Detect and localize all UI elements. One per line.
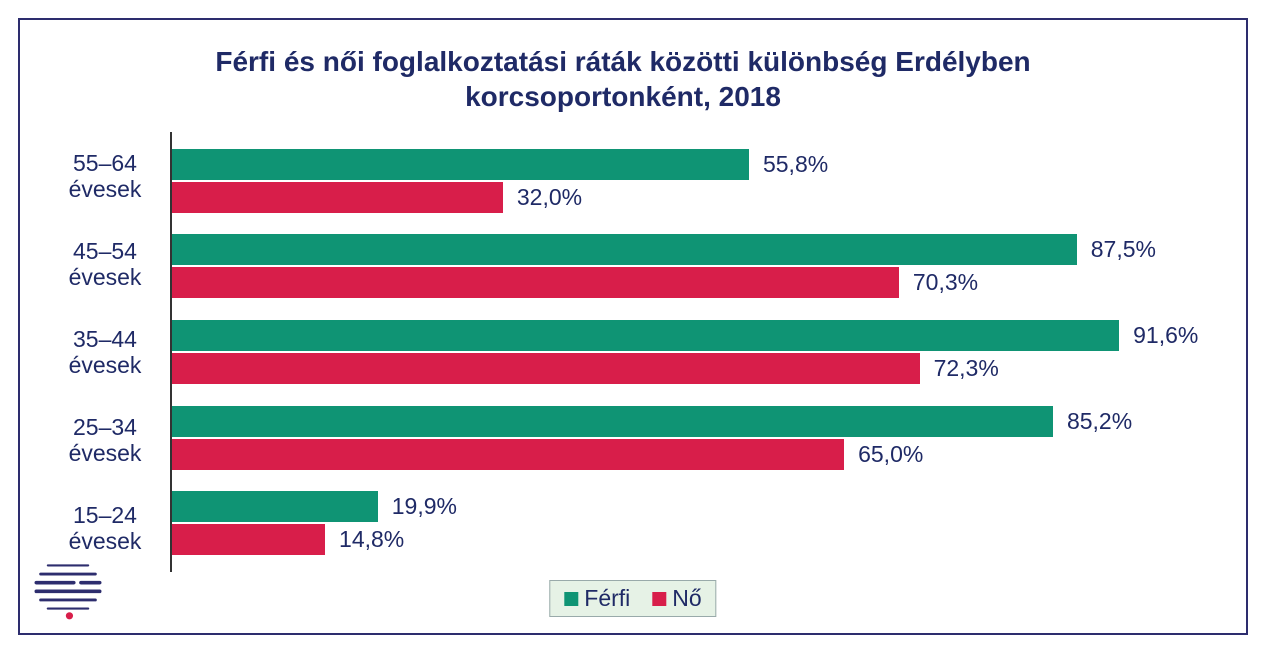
bar-value-label: 72,3% — [934, 355, 999, 382]
ylabel-text: évesek — [69, 176, 142, 202]
bar-row: 72,3% — [172, 353, 1206, 384]
legend-label-male: Férfi — [584, 585, 630, 612]
logo-icon — [30, 551, 106, 623]
bar — [172, 439, 844, 470]
bar-row: 85,2% — [172, 406, 1206, 437]
bar — [172, 491, 378, 522]
legend: Férfi Nő — [549, 580, 716, 617]
bar — [172, 182, 503, 213]
legend-swatch-male — [564, 592, 578, 606]
y-axis-labels: 55–64 évesek 45–54 évesek 35–44 évesek 2… — [50, 132, 170, 572]
bar-group: 85,2% 65,0% — [172, 406, 1206, 470]
bar-row: 32,0% — [172, 182, 1206, 213]
bar-value-label: 65,0% — [858, 441, 923, 468]
bar — [172, 353, 920, 384]
bar — [172, 406, 1053, 437]
ylabel-25-34: 25–34 évesek — [50, 414, 160, 467]
bar-row: 91,6% — [172, 320, 1206, 351]
bar-value-label: 19,9% — [392, 493, 457, 520]
ylabel-text: 35–44 — [73, 326, 137, 352]
bar-row: 19,9% — [172, 491, 1206, 522]
bar-row: 55,8% — [172, 149, 1206, 180]
bar — [172, 149, 749, 180]
legend-item-female: Nő — [652, 585, 701, 612]
bar-group: 19,9% 14,8% — [172, 491, 1206, 555]
bar-value-label: 87,5% — [1091, 236, 1156, 263]
bar-row: 70,3% — [172, 267, 1206, 298]
bar-value-label: 85,2% — [1067, 408, 1132, 435]
ylabel-text: évesek — [69, 440, 142, 466]
ylabel-15-24: 15–24 évesek — [50, 502, 160, 555]
ylabel-text: 45–54 — [73, 238, 137, 264]
chart-frame: Férfi és női foglalkoztatási ráták közöt… — [18, 18, 1248, 635]
ylabel-text: 15–24 — [73, 502, 137, 528]
bar-row: 14,8% — [172, 524, 1206, 555]
legend-label-female: Nő — [672, 585, 701, 612]
ylabel-35-44: 35–44 évesek — [50, 326, 160, 379]
bar — [172, 267, 899, 298]
ylabel-text: évesek — [69, 352, 142, 378]
bar — [172, 524, 325, 555]
title-line-2: korcsoportonként, 2018 — [465, 81, 781, 112]
bar-value-label: 55,8% — [763, 151, 828, 178]
bar-group: 91,6% 72,3% — [172, 320, 1206, 384]
bar-value-label: 91,6% — [1133, 322, 1198, 349]
bar-row: 87,5% — [172, 234, 1206, 265]
legend-item-male: Férfi — [564, 585, 630, 612]
bar — [172, 320, 1119, 351]
bar-value-label: 70,3% — [913, 269, 978, 296]
bar-value-label: 14,8% — [339, 526, 404, 553]
chart-title: Férfi és női foglalkoztatási ráták közöt… — [123, 44, 1123, 114]
plot-area: 55–64 évesek 45–54 évesek 35–44 évesek 2… — [50, 132, 1206, 572]
bar-group: 87,5% 70,3% — [172, 234, 1206, 298]
bar-value-label: 32,0% — [517, 184, 582, 211]
bar-group: 55,8% 32,0% — [172, 149, 1206, 213]
ylabel-45-54: 45–54 évesek — [50, 238, 160, 291]
bar — [172, 234, 1077, 265]
title-line-1: Férfi és női foglalkoztatási ráták közöt… — [215, 46, 1030, 77]
bar-row: 65,0% — [172, 439, 1206, 470]
legend-swatch-female — [652, 592, 666, 606]
ylabel-text: 55–64 — [73, 150, 137, 176]
ylabel-text: évesek — [69, 264, 142, 290]
bars-area: 55,8% 32,0% 87,5% 70,3% 91,6% 72,3% 85,2% 65,0%… — [170, 132, 1206, 572]
ylabel-55-64: 55–64 évesek — [50, 150, 160, 203]
ylabel-text: 25–34 — [73, 414, 137, 440]
